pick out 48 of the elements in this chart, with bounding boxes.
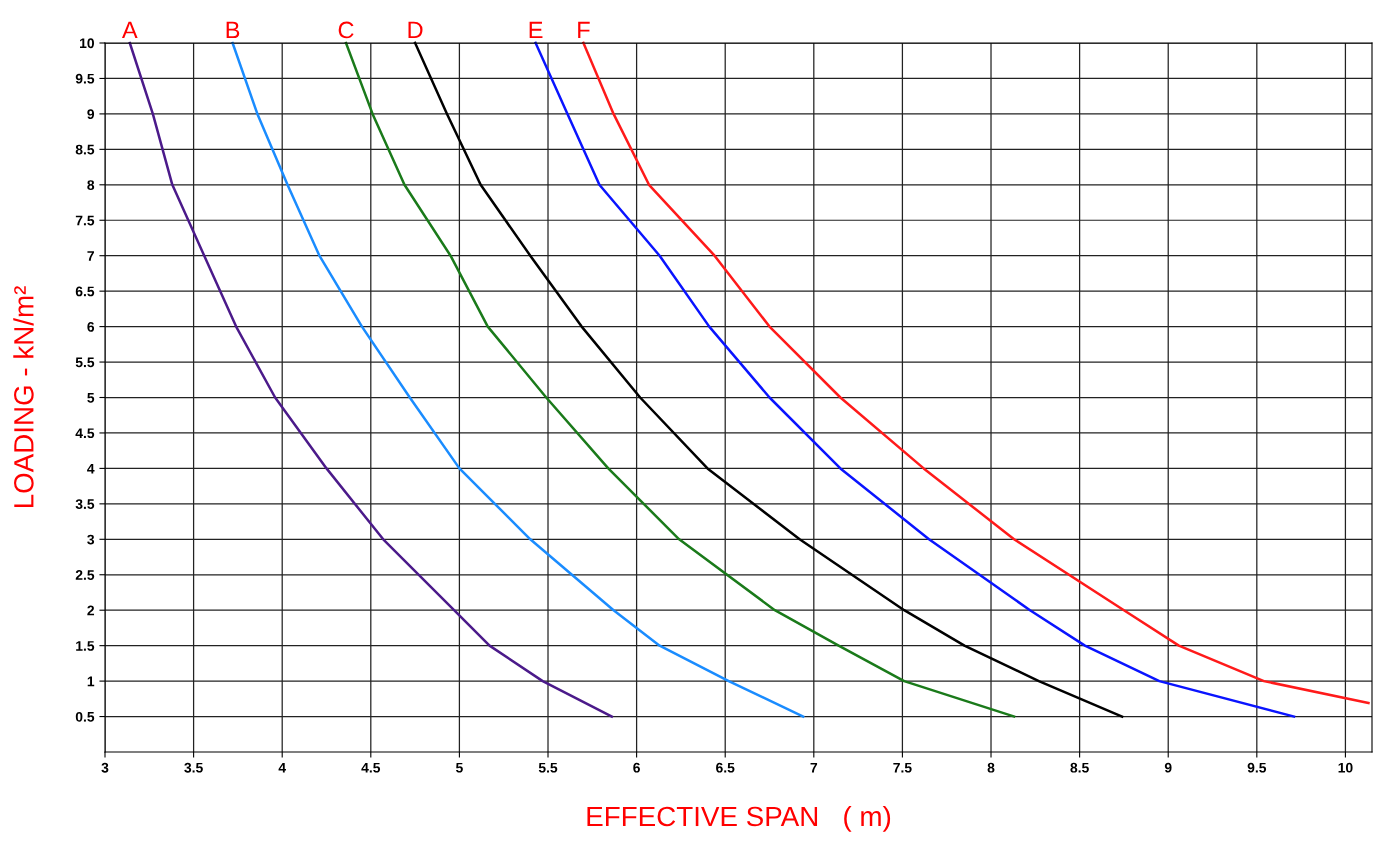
line-series <box>344 41 1016 718</box>
series-label: B <box>226 21 240 39</box>
series-label: A <box>121 21 138 39</box>
y-tick-label: 2 <box>87 605 95 616</box>
line-series <box>231 41 805 718</box>
line-series <box>582 41 1370 705</box>
line-series <box>128 41 614 718</box>
x-tick-label: 8 <box>987 762 995 773</box>
x-tick-label: 9 <box>1164 762 1172 773</box>
y-axis-title: LOADING - kN/m² <box>13 286 34 508</box>
y-tick-label: 4 <box>87 463 95 474</box>
y-tick-label: 3 <box>87 534 95 545</box>
y-tick-label: 0.5 <box>75 711 95 722</box>
series-label: F <box>578 21 590 39</box>
x-tick-label: 7 <box>810 762 818 773</box>
x-tick-label: 4.5 <box>361 762 381 773</box>
y-tick-label: 9 <box>87 109 95 120</box>
y-tick-label: 7.5 <box>75 215 95 226</box>
x-tick-label: 7.5 <box>893 762 912 773</box>
y-tick-label: 6 <box>87 321 95 332</box>
y-tick-label: 6.5 <box>75 286 95 297</box>
y-tick-label: 9.5 <box>75 73 95 84</box>
series-label: E <box>529 21 543 39</box>
x-tick-label: 4 <box>278 762 286 773</box>
x-tick-label: 9.5 <box>1247 762 1267 773</box>
x-tick-label: 8.5 <box>1070 762 1089 773</box>
y-tick-label: 1.5 <box>76 641 95 651</box>
y-tick-label: 8.5 <box>75 144 95 155</box>
x-tick-label: 5 <box>455 762 463 773</box>
y-tick-label: 8 <box>87 180 95 190</box>
y-tick-label: 3.5 <box>75 499 95 510</box>
y-tick-label: 1 <box>87 676 95 687</box>
line-series <box>534 41 1296 718</box>
y-tick-label: 5 <box>87 392 95 403</box>
x-tick-label: 3.5 <box>184 762 203 773</box>
x-tick-label: 6 <box>633 762 640 773</box>
x-tick-label: 3 <box>101 762 109 773</box>
y-tick-label: 2.5 <box>75 570 95 580</box>
x-tick-label: 5.5 <box>538 762 558 773</box>
series-label: C <box>338 21 354 39</box>
y-tick-label: 10 <box>80 38 95 49</box>
series-label: D <box>408 21 423 39</box>
x-axis-title: EFFECTIVE SPAN ( m) <box>587 805 891 832</box>
y-tick-label: 7 <box>87 251 94 261</box>
x-tick-label: 10 <box>1338 762 1353 773</box>
y-tick-label: 5.5 <box>75 357 95 368</box>
y-tick-label: 4.5 <box>75 428 95 439</box>
x-tick-label: 6.5 <box>716 762 735 773</box>
